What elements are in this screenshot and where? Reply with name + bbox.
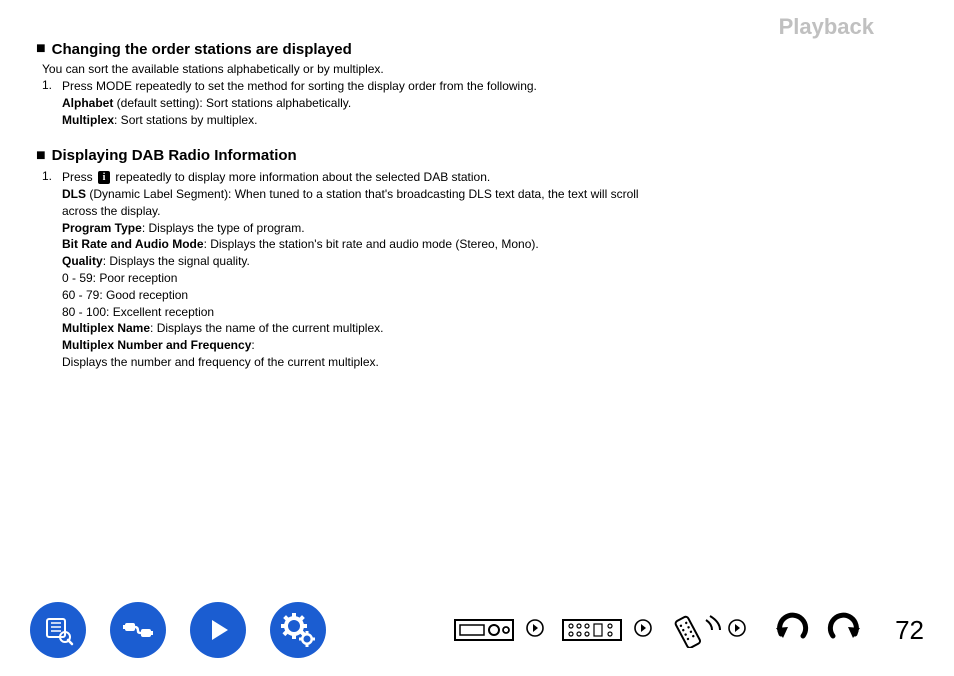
section2: ■ Displaying DAB Radio Information 1. Pr… [36,147,676,371]
remote-icon [670,612,724,648]
multiplex-numfreq-line: Multiplex Number and Frequency: [62,337,676,354]
quality-range-3: 80 - 100: Excellent reception [62,304,676,321]
step-text: Press i repeatedly to display more infor… [62,169,676,185]
next-page-button[interactable] [827,612,863,649]
section2-heading-text: Displaying DAB Radio Information [52,147,297,164]
device-nav-group [454,612,746,648]
dls-line: DLS (Dynamic Label Segment): When tuned … [62,186,676,220]
section2-heading: ■ Displaying DAB Radio Information [36,147,676,165]
square-bullet-icon: ■ [36,147,46,165]
quality-line: Quality: Displays the signal quality. [62,253,676,270]
dls-label: DLS [62,187,86,201]
device-front-icon [454,614,522,646]
redo-arrow-icon [827,612,863,644]
main-content: ■ Changing the order stations are displa… [36,40,676,371]
multiplex-label: Multiplex [62,113,114,127]
multiplex-line: Multiplex: Sort stations by multiplex. [62,112,676,129]
device-front-button[interactable] [454,612,544,648]
br-desc: : Displays the station's bit rate and au… [204,237,539,251]
section1-heading: ■ Changing the order stations are displa… [36,40,676,58]
pt-label: Program Type [62,221,142,235]
br-label: Bit Rate and Audio Mode [62,237,204,251]
dls-desc: (Dynamic Label Segment): When tuned to a… [62,187,639,218]
gear-icon [280,612,316,648]
alphabet-line: Alphabet (default setting): Sort station… [62,95,676,112]
alphabet-label: Alphabet [62,96,113,110]
section2-steps: 1. Press i repeatedly to display more in… [42,169,676,185]
q-desc: : Displays the signal quality. [103,254,250,268]
device-rear-button[interactable] [562,612,652,648]
nav-circle-group [30,602,326,658]
step-text: Press MODE repeatedly to set the method … [62,78,676,94]
multiplex-desc: : Sort stations by multiplex. [114,113,257,127]
bottom-nav: 72 [30,602,924,658]
play-icon [201,613,235,647]
list-item: 1. Press i repeatedly to display more in… [42,169,676,185]
multiplex-numfreq-desc: Displays the number and frequency of the… [62,354,676,371]
section1-intro: You can sort the available stations alph… [42,62,676,76]
mnf-colon: : [251,338,254,352]
q-label: Quality [62,254,103,268]
device-rear-icon [562,614,630,646]
mn-label: Multiplex Name [62,321,150,335]
quality-range-2: 60 - 79: Good reception [62,287,676,304]
quality-range-1: 0 - 59: Poor reception [62,270,676,287]
info-i-icon: i [98,171,110,184]
mnf-label: Multiplex Number and Frequency [62,338,251,352]
prev-page-button[interactable] [773,612,809,649]
nav-play-button[interactable] [190,602,246,658]
list-item: 1. Press MODE repeatedly to set the meth… [42,78,676,94]
program-type-line: Program Type: Displays the type of progr… [62,220,676,237]
arrow-right-icon [728,619,746,642]
step-text-a: Press [62,170,96,184]
bitrate-line: Bit Rate and Audio Mode: Displays the st… [62,236,676,253]
arrow-right-icon [634,619,652,642]
arrow-right-icon [526,619,544,642]
nav-manual-button[interactable] [30,602,86,658]
page-header: Playback [779,14,874,40]
square-bullet-icon: ■ [36,40,46,58]
alphabet-desc: (default setting): Sort stations alphabe… [113,96,351,110]
section1-steps: 1. Press MODE repeatedly to set the meth… [42,78,676,94]
pt-desc: : Displays the type of program. [142,221,305,235]
step-number: 1. [42,78,56,94]
multiplex-name-line: Multiplex Name: Displays the name of the… [62,320,676,337]
connect-icon [121,613,155,647]
nav-settings-button[interactable] [270,602,326,658]
nav-connect-button[interactable] [110,602,166,658]
mn-desc: : Displays the name of the current multi… [150,321,383,335]
section1-heading-text: Changing the order stations are displaye… [52,41,352,58]
step-text-b: repeatedly to display more information a… [112,170,490,184]
device-remote-button[interactable] [670,612,746,648]
manual-icon [41,613,75,647]
page-number: 72 [895,615,924,646]
page-nav-group: 72 [773,612,924,649]
undo-arrow-icon [773,612,809,644]
step-number: 1. [42,169,56,185]
